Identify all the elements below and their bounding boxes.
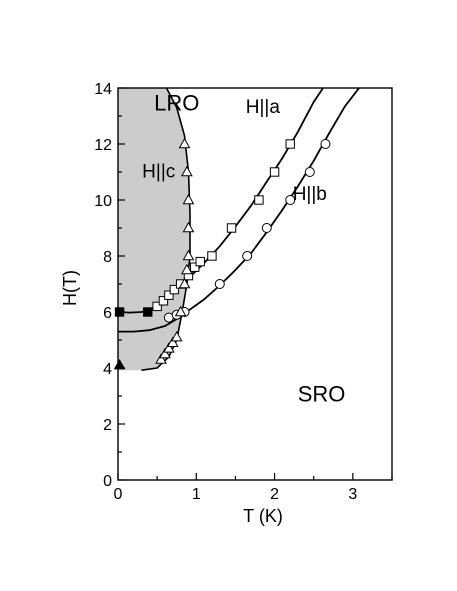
y-tick-label: 12 bbox=[94, 137, 112, 154]
data-point-open-triangle bbox=[166, 336, 179, 347]
filled-triangle-series bbox=[113, 358, 126, 370]
y-tick-label: 4 bbox=[103, 361, 112, 378]
data-point-open-square bbox=[169, 284, 180, 295]
data-point-open-circle bbox=[242, 251, 253, 261]
y-tick-label: 0 bbox=[103, 473, 112, 490]
x-tick-label: 2 bbox=[270, 486, 279, 503]
data-point-filled-triangle bbox=[113, 358, 126, 370]
data-point-open-circle bbox=[304, 167, 315, 177]
data-point-open-circle bbox=[320, 139, 331, 149]
x-tick-label: 0 bbox=[114, 486, 123, 503]
data-point-open-triangle bbox=[163, 342, 175, 353]
data-point-open-triangle bbox=[178, 277, 191, 289]
data-point-open-triangle bbox=[170, 330, 183, 342]
data-point-open-square bbox=[226, 223, 237, 233]
data-point-open-triangle bbox=[155, 353, 167, 364]
data-point-open-triangle bbox=[159, 347, 171, 359]
data-point-open-triangle bbox=[182, 249, 195, 261]
x-tick-label: 3 bbox=[348, 486, 357, 503]
data-point-open-triangle bbox=[178, 137, 191, 149]
y-tick-label: 10 bbox=[94, 193, 112, 210]
x-axis-title: T (K) bbox=[243, 506, 283, 526]
y-tick-label: 2 bbox=[103, 417, 112, 434]
annotation-sro: SRO bbox=[298, 382, 346, 407]
y-axis-title: H(T) bbox=[60, 270, 80, 306]
data-point-open-square bbox=[152, 301, 162, 312]
y-tick-label: 6 bbox=[103, 305, 112, 322]
annotation-h-a: H||a bbox=[246, 97, 281, 118]
data-point-open-circle bbox=[261, 223, 272, 233]
data-point-open-triangle bbox=[182, 221, 195, 233]
data-marks: LRO H||c H||a H||b SRO bbox=[113, 90, 346, 407]
annotation-h-b: H||b bbox=[293, 184, 327, 205]
x-tick-label: 1 bbox=[192, 486, 201, 503]
data-point-open-square bbox=[164, 290, 174, 300]
data-point-open-square bbox=[207, 251, 217, 261]
data-point-open-triangle bbox=[182, 193, 195, 205]
data-point-open-square bbox=[190, 262, 200, 272]
data-point-filled-square bbox=[143, 307, 153, 317]
data-point-open-square bbox=[195, 256, 205, 267]
y-tick-label: 8 bbox=[103, 249, 112, 266]
h-b-curve bbox=[168, 88, 360, 319]
plot-area bbox=[118, 88, 360, 371]
data-point-open-triangle bbox=[174, 305, 187, 317]
data-point-open-square bbox=[254, 195, 264, 205]
data-point-open-square bbox=[158, 296, 169, 306]
annotation-lro: LRO bbox=[154, 90, 199, 115]
open-triangle-series bbox=[155, 137, 195, 364]
data-point-open-square bbox=[285, 139, 295, 149]
y-tick-label: 14 bbox=[94, 81, 112, 98]
annotation-h-c: H||c bbox=[142, 162, 175, 183]
data-point-open-circle bbox=[214, 279, 225, 289]
data-point-open-circle bbox=[285, 195, 296, 205]
data-point-open-triangle bbox=[181, 263, 193, 275]
data-point-open-triangle bbox=[181, 165, 193, 177]
data-point-open-square bbox=[269, 167, 280, 177]
